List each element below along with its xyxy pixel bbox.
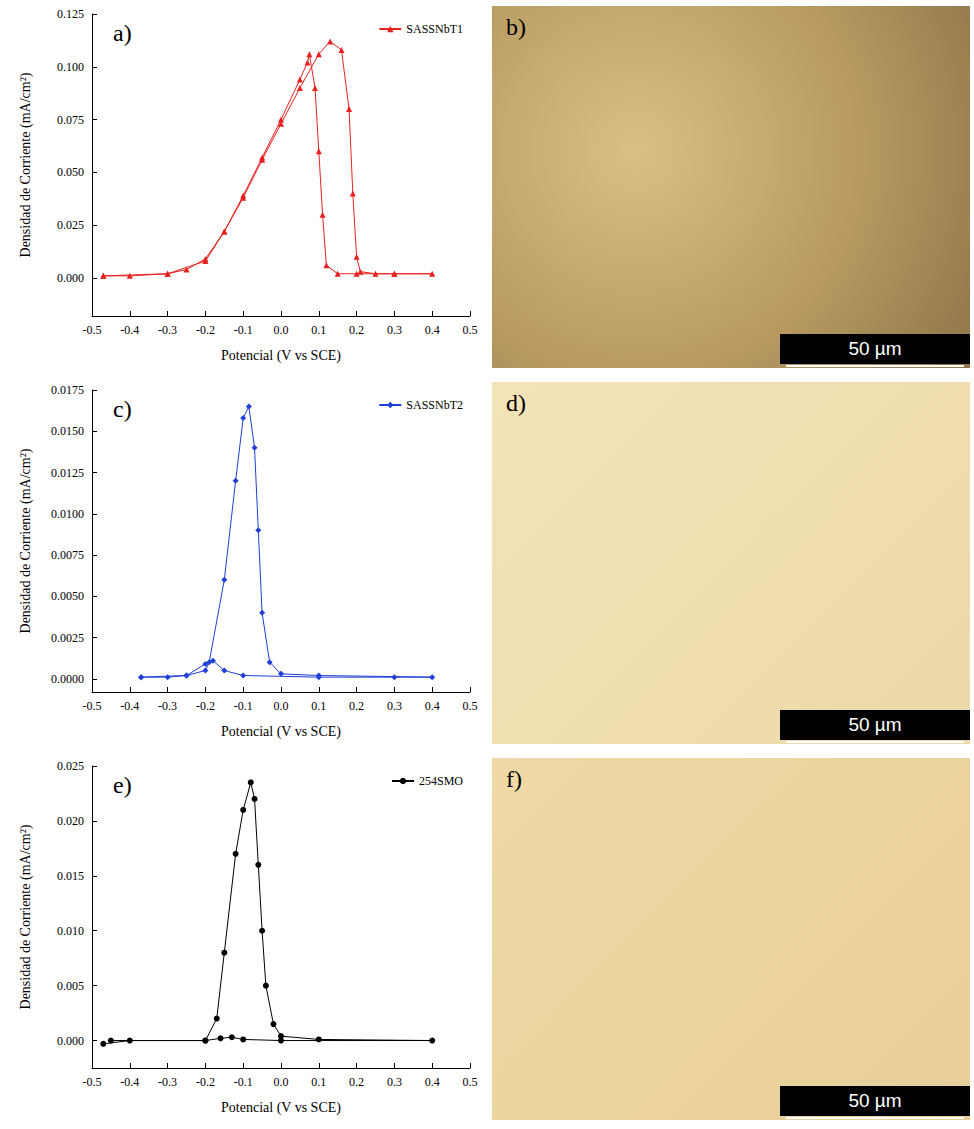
svg-text:c): c) [113,396,132,422]
svg-text:0.0175: 0.0175 [51,383,84,397]
svg-text:0.3: 0.3 [387,1075,402,1089]
svg-text:0.1: 0.1 [311,323,326,337]
svg-text:0.0075: 0.0075 [51,548,84,562]
svg-text:Potencial (V vs SCE): Potencial (V vs SCE) [221,348,341,364]
svg-text:-0.3: -0.3 [158,323,177,337]
svg-text:0.0150: 0.0150 [51,424,84,438]
svg-text:Densidad de Corriente (mA/cm²): Densidad de Corriente (mA/cm²) [18,448,34,633]
html-text:b): b) [506,14,526,40]
svg-text:-0.3: -0.3 [158,1075,177,1089]
svg-text:0.4: 0.4 [425,1075,440,1089]
svg-text:0.4: 0.4 [425,323,440,337]
svg-text:0.3: 0.3 [387,323,402,337]
svg-text:SASSNbT1: SASSNbT1 [406,22,463,36]
svg-text:0.5: 0.5 [463,1075,478,1089]
svg-text:0.0025: 0.0025 [51,631,84,645]
svg-text:e): e) [113,772,132,798]
svg-text:-0.1: -0.1 [234,699,253,713]
svg-text:-0.5: -0.5 [83,699,102,713]
svg-text:0.000: 0.000 [57,1034,84,1048]
svg-text:-0.4: -0.4 [120,1075,139,1089]
svg-text:0.0: 0.0 [274,699,289,713]
svg-text:0.100: 0.100 [57,60,84,74]
svg-text:-0.3: -0.3 [158,699,177,713]
html-text:d): d) [506,390,526,416]
svg-text:0.1: 0.1 [311,699,326,713]
svg-text:0.015: 0.015 [57,869,84,883]
svg-text:0.1: 0.1 [311,1075,326,1089]
html-text:50 µm: 50 µm [848,1090,902,1111]
svg-text:0.5: 0.5 [463,323,478,337]
html-text:50 µm: 50 µm [848,714,902,735]
svg-text:Densidad de Corriente (mA/cm²): Densidad de Corriente (mA/cm²) [18,72,34,257]
svg-text:0.5: 0.5 [463,699,478,713]
svg-text:Potencial (V vs SCE): Potencial (V vs SCE) [221,724,341,740]
svg-text:254SMO: 254SMO [419,774,463,788]
svg-text:0.2: 0.2 [349,699,364,713]
svg-text:Potencial (V vs SCE): Potencial (V vs SCE) [221,1100,341,1116]
html-text:f): f) [506,766,522,792]
svg-text:0.025: 0.025 [57,218,84,232]
svg-text:-0.1: -0.1 [234,323,253,337]
svg-text:0.3: 0.3 [387,699,402,713]
svg-text:-0.2: -0.2 [196,1075,215,1089]
html-text:50 µm: 50 µm [848,338,902,359]
svg-text:-0.1: -0.1 [234,1075,253,1089]
svg-text:-0.2: -0.2 [196,323,215,337]
svg-text:0.0100: 0.0100 [51,507,84,521]
svg-text:0.0: 0.0 [274,1075,289,1089]
svg-text:0.075: 0.075 [57,113,84,127]
svg-text:0.020: 0.020 [57,814,84,828]
svg-text:-0.4: -0.4 [120,699,139,713]
svg-text:SASSNbT2: SASSNbT2 [406,398,463,412]
svg-text:0.0050: 0.0050 [51,589,84,603]
svg-text:-0.5: -0.5 [83,323,102,337]
svg-text:0.2: 0.2 [349,323,364,337]
svg-text:0.000: 0.000 [57,271,84,285]
svg-text:0.0000: 0.0000 [51,672,84,686]
svg-text:0.025: 0.025 [57,759,84,773]
svg-text:Densidad de Corriente (mA/cm²): Densidad de Corriente (mA/cm²) [18,824,34,1009]
svg-text:a): a) [113,20,132,46]
svg-text:0.0125: 0.0125 [51,466,84,480]
svg-text:-0.5: -0.5 [83,1075,102,1089]
svg-text:0.4: 0.4 [425,699,440,713]
svg-text:0.0: 0.0 [274,323,289,337]
svg-text:0.050: 0.050 [57,165,84,179]
svg-text:0.125: 0.125 [57,7,84,21]
svg-text:-0.4: -0.4 [120,323,139,337]
svg-text:-0.2: -0.2 [196,699,215,713]
svg-text:0.010: 0.010 [57,924,84,938]
svg-text:0.2: 0.2 [349,1075,364,1089]
svg-text:0.005: 0.005 [57,979,84,993]
